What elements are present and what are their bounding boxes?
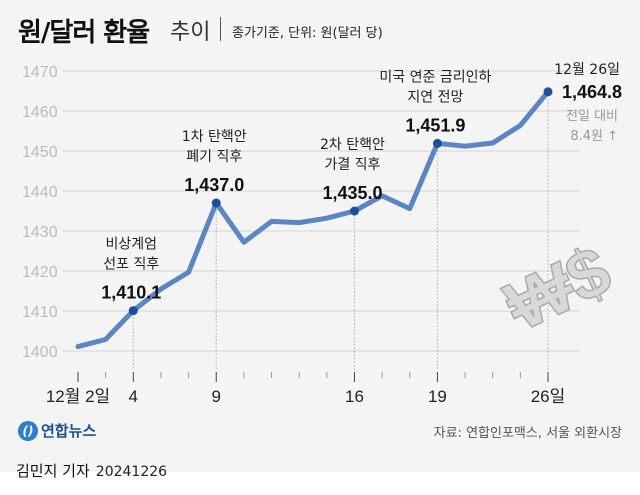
highlight-marker [543, 87, 553, 97]
y-tick-label: 1430 [22, 224, 58, 241]
annotation-label: 1차 탄핵안 [182, 129, 247, 145]
annotation-label: 선포 직후 [103, 257, 159, 273]
annotation-value: 1,410.1 [101, 283, 161, 303]
annotation-value: 1,464.8 [562, 82, 622, 102]
source-note: 자료: 연합인포맥스, 서울 외환시장 [433, 426, 622, 441]
line-chart: ₩$ 1400 1410 1420 1430 1440 1450 1460 1470 12월 2… [22, 62, 623, 406]
logo-text: 연합뉴스 [41, 422, 97, 440]
annotation-value: 1,451.9 [405, 115, 465, 135]
y-tick-label: 1420 [22, 264, 58, 281]
x-tick-label: 26일 [531, 387, 566, 406]
page-title-light: 추이 [170, 20, 211, 45]
highlight-marker [128, 306, 138, 316]
x-tick-label: 16 [345, 387, 364, 406]
chart-panel [0, 0, 640, 472]
highlight-marker [349, 206, 359, 216]
reporter: 김민지 기자 [16, 462, 90, 480]
series-line [75, 89, 551, 350]
annotation-value: 1,437.0 [184, 175, 244, 195]
chart-subtitle: 종가기준, 단위: 원(달러 당) [232, 26, 383, 41]
annotation-label: 미국 연준 금리인하 [379, 69, 491, 85]
won-dollar-icon: ₩$ [493, 230, 623, 347]
annotation-value: 1,435.0 [322, 183, 382, 203]
y-tick-label: 1440 [22, 184, 58, 201]
annotation-label: 비상계엄 [106, 237, 158, 253]
annotation-label: 폐기 직후 [186, 149, 242, 165]
change-note: 전일 대비 [566, 109, 618, 124]
y-tick-label: 1400 [22, 344, 58, 361]
publish-date: 20241226 [95, 464, 168, 480]
title-divider [220, 17, 221, 41]
page-title: 원/달러 환율 [18, 18, 150, 48]
highlight-marker [432, 138, 442, 148]
byline: 김민지 기자 20241226 [16, 460, 167, 481]
y-tick-label: 1460 [22, 104, 58, 121]
highlight-marker [211, 198, 221, 208]
annotation-label: 2차 탄핵안 [320, 137, 385, 153]
logo-icon: () [18, 420, 38, 441]
annotation-label: 12월 26일 [554, 62, 620, 78]
y-tick-label: 1410 [22, 304, 58, 321]
y-tick-label: 1450 [22, 144, 58, 161]
annotation-label: 가결 직후 [324, 157, 380, 173]
annotation-label: 지연 전망 [407, 89, 463, 105]
x-tick-label: 12월 2일 [46, 387, 110, 406]
svg-text:₩$: ₩$ [494, 231, 622, 346]
change-note: 8.4원 ↑ [570, 129, 618, 144]
y-tick-label: 1470 [22, 64, 58, 81]
yonhap-logo: () 연합뉴스 [18, 420, 96, 441]
x-tick-label: 9 [212, 387, 221, 406]
x-tick-label: 19 [428, 387, 447, 406]
x-tick-label: 4 [129, 387, 138, 406]
